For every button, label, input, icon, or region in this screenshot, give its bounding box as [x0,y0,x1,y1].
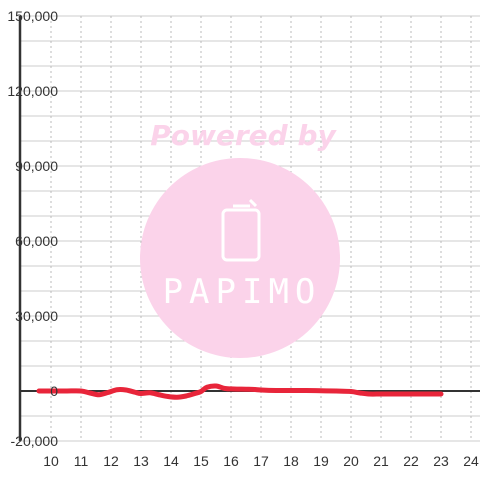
x-tick-label: 13 [133,453,149,469]
x-tick-label: 19 [313,453,329,469]
x-tick-label: 24 [463,453,479,469]
series-line [36,383,444,400]
x-tick-label: 15 [193,453,209,469]
y-tick-label: -20,000 [11,433,59,449]
tick-labels: 150,000 120,000 90,000 60,000 30,000 0 -20,000… [7,8,479,469]
x-tick-label: 21 [373,453,389,469]
x-tick-label: 23 [433,453,449,469]
y-tick-label: 60,000 [15,233,58,249]
phone-icon [221,198,261,262]
series-layer [36,383,444,400]
x-tick-label: 16 [223,453,239,469]
watermark-brand: PAPIMO [163,272,322,312]
x-tick-label: 10 [43,453,59,469]
y-tick-label: 120,000 [7,83,58,99]
x-tick-label: 22 [403,453,419,469]
gridlines [20,15,480,442]
x-tick-label: 12 [103,453,119,469]
x-tick-label: 14 [163,453,179,469]
y-tick-label: 150,000 [7,8,58,24]
watermark-powered-by: Powered by [150,119,337,152]
y-tick-label: 0 [50,383,58,399]
x-tick-label: 18 [283,453,299,469]
x-tick-label: 20 [343,453,359,469]
x-tick-label: 17 [253,453,269,469]
watermark-circle [140,158,340,358]
watermark: Powered by PAPIMO [140,119,340,358]
y-tick-label: 30,000 [15,308,58,324]
x-tick-label: 11 [74,453,89,469]
y-tick-label: 90,000 [15,158,58,174]
